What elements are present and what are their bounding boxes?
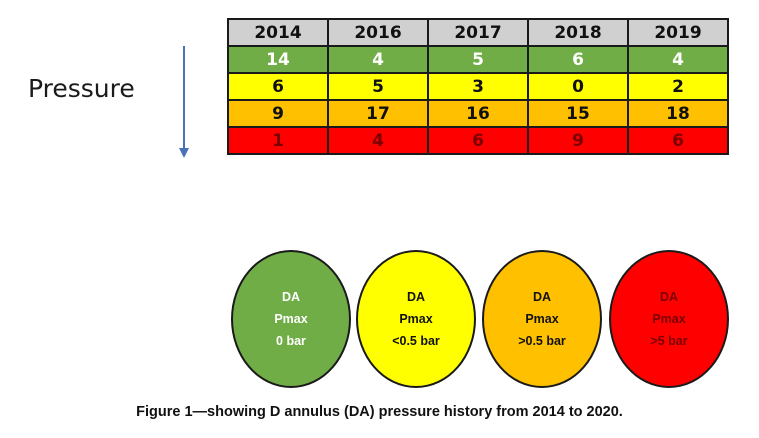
legend-line: DA (659, 290, 679, 304)
table-cell: 2 (627, 72, 729, 101)
legend-line: DA (281, 290, 301, 304)
year-header: 2017 (427, 18, 529, 47)
legend-line: 0 bar (276, 334, 306, 348)
year-header: 2016 (327, 18, 429, 47)
table-row-orange: 9 17 16 15 18 (227, 99, 729, 128)
pressure-label: Pressure (28, 74, 135, 103)
down-arrow-icon (176, 46, 192, 160)
table-cell: 6 (427, 126, 529, 155)
legend-line: DA (406, 290, 426, 304)
table-cell: 9 (527, 126, 629, 155)
legend-line: >5 bar (650, 334, 688, 348)
figure-caption: Figure 1—showing D annulus (DA) pressure… (136, 404, 623, 420)
pressure-history-table: 2014 2016 2017 2018 2019 14 4 5 6 4 6 5 … (227, 18, 729, 155)
table-cell: 4 (627, 45, 729, 74)
table-cell: 9 (227, 99, 329, 128)
table-cell: 18 (627, 99, 729, 128)
legend-line: Pmax (274, 312, 308, 326)
table-cell: 4 (327, 45, 429, 74)
table-cell: 6 (627, 126, 729, 155)
year-header: 2014 (227, 18, 329, 47)
table-row-yellow: 6 5 3 0 2 (227, 72, 729, 101)
legend-line: Pmax (399, 312, 433, 326)
table-row-red: 1 4 6 9 6 (227, 126, 729, 155)
table-cell: 3 (427, 72, 529, 101)
table-cell: 5 (427, 45, 529, 74)
year-header: 2019 (627, 18, 729, 47)
legend-circle-yellow: DA Pmax <0.5 bar (356, 250, 476, 388)
legend-line: Pmax (525, 312, 559, 326)
legend-circle-green: DA Pmax 0 bar (231, 250, 351, 388)
legend-circle-orange: DA Pmax >0.5 bar (482, 250, 602, 388)
table-cell: 4 (327, 126, 429, 155)
legend-circle-red: DA Pmax >5 bar (609, 250, 729, 388)
table-row-green: 14 4 5 6 4 (227, 45, 729, 74)
table-cell: 16 (427, 99, 529, 128)
legend-line: >0.5 bar (518, 334, 566, 348)
table-cell: 0 (527, 72, 629, 101)
legend-line: <0.5 bar (392, 334, 440, 348)
table-row-years: 2014 2016 2017 2018 2019 (227, 18, 729, 47)
legend-line: DA (532, 290, 552, 304)
table-cell: 6 (227, 72, 329, 101)
legend-line: Pmax (652, 312, 686, 326)
table-cell: 6 (527, 45, 629, 74)
table-cell: 1 (227, 126, 329, 155)
table-cell: 15 (527, 99, 629, 128)
table-cell: 17 (327, 99, 429, 128)
table-cell: 14 (227, 45, 329, 74)
year-header: 2018 (527, 18, 629, 47)
table-cell: 5 (327, 72, 429, 101)
